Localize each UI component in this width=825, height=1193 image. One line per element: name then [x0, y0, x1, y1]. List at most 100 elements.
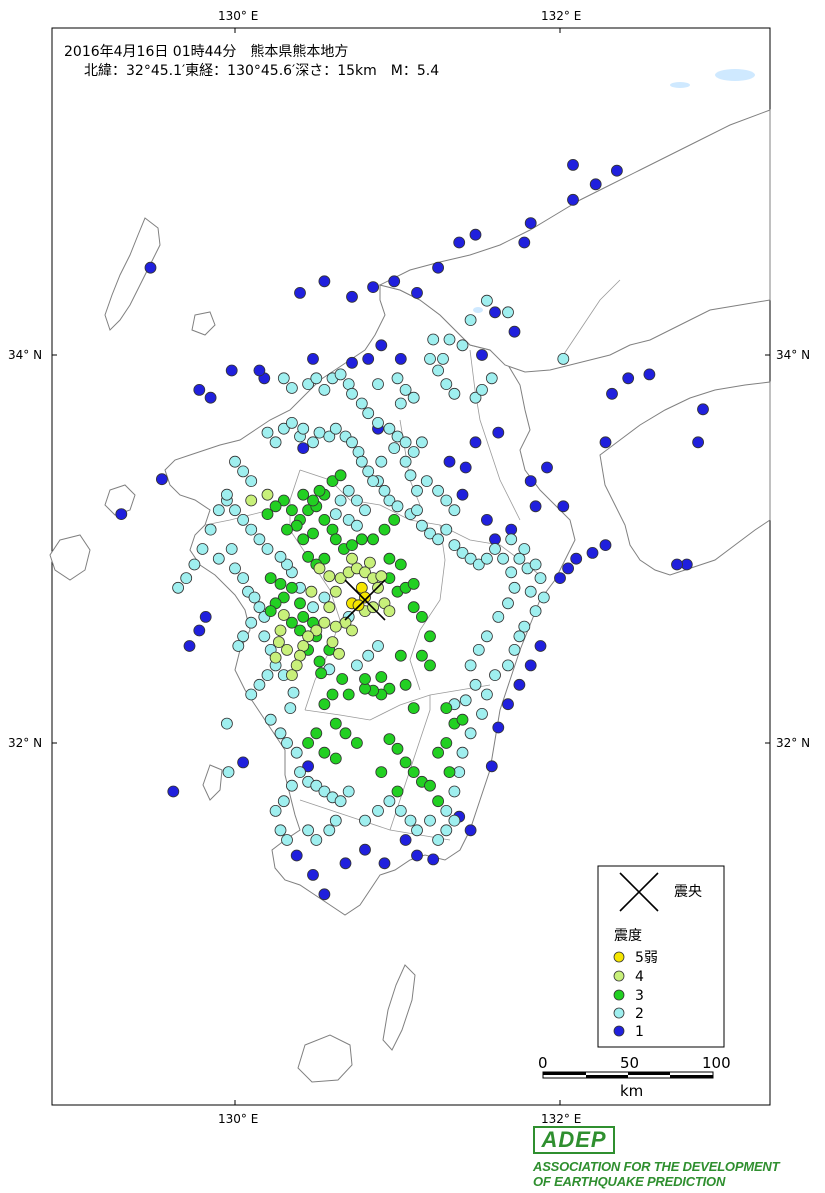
station-intensity-1: [554, 572, 566, 584]
station-intensity-2: [378, 484, 391, 497]
station-intensity-1: [290, 849, 303, 862]
station-intensity-2: [329, 814, 342, 827]
station-intensity-2: [432, 364, 445, 377]
station-intensity-1: [508, 325, 521, 338]
station-intensity-2: [274, 824, 287, 837]
station-intensity-1: [562, 562, 574, 575]
station-intensity-2: [456, 339, 469, 352]
station-intensity-1: [453, 236, 466, 249]
station-intensity-1: [524, 217, 537, 230]
station-intensity-2: [534, 572, 547, 584]
station-intensity-1: [534, 640, 547, 652]
station-intensity-2: [399, 455, 412, 468]
station-intensity-3: [394, 649, 407, 662]
station-intensity-2: [448, 814, 461, 827]
scale-bar: 0 50 100 km: [538, 1054, 731, 1100]
station-intensity-2: [440, 494, 453, 507]
honshu-west: [378, 109, 771, 373]
station-intensity-3: [297, 533, 310, 546]
station-intensity-3: [415, 649, 428, 662]
station-intensity-2: [196, 543, 209, 555]
station-intensity-2: [281, 737, 293, 749]
right-tick-32n: 32° N: [776, 736, 810, 750]
station-intensity-2: [302, 824, 315, 837]
station-intensity-2: [372, 640, 384, 652]
scale-label-0: 0: [538, 1054, 548, 1072]
station-intensity-2: [480, 688, 493, 701]
station-intensity-2: [476, 383, 488, 396]
station-intensity-4: [269, 651, 282, 664]
station-intensity-2: [407, 446, 420, 458]
station-intensity-3: [407, 702, 420, 714]
station-intensity-3: [424, 659, 436, 672]
station-intensity-2: [212, 552, 225, 565]
station-intensity-2: [448, 539, 461, 551]
station-intensity-4: [323, 601, 336, 614]
station-intensity-2: [508, 581, 521, 594]
station-intensity-1: [570, 552, 583, 565]
station-intensity-2: [274, 727, 287, 740]
station-intensity-2: [432, 484, 445, 497]
station-intensity-4: [261, 488, 274, 501]
station-intensity-2: [261, 543, 274, 555]
station-intensity-2: [502, 659, 514, 672]
station-intensity-2: [424, 352, 436, 365]
bottom-tick-130e: 130° E: [218, 1112, 258, 1126]
station-intensity-1: [411, 286, 423, 299]
tsushima-island: [104, 217, 161, 331]
station-intensity-2: [313, 426, 326, 439]
station-intensity-2: [492, 611, 505, 623]
station-intensity-2: [220, 717, 233, 730]
station-intensity-5weak: [352, 599, 365, 612]
station-intensity-3: [432, 795, 445, 808]
station-intensity-2: [391, 500, 404, 513]
event-datetime-region: 2016年4月16日 01時44分 熊本県熊本地方: [64, 44, 348, 60]
station-intensity-3: [440, 702, 453, 714]
station-intensity-3: [383, 733, 396, 745]
station-intensity-2: [415, 436, 428, 449]
station-intensity-3: [399, 678, 412, 691]
station-intensity-2: [362, 649, 375, 662]
station-intensity-1: [464, 824, 477, 837]
station-intensity-3: [443, 766, 456, 778]
yakushima-island: [297, 1034, 353, 1083]
top-tick-130e: 130° E: [218, 9, 258, 23]
station-intensity-3: [342, 688, 355, 701]
station-intensity-3: [440, 737, 453, 749]
station-intensity-1: [557, 500, 570, 513]
station-intensity-2: [310, 834, 323, 846]
station-intensity-2: [367, 475, 380, 488]
station-intensity-1: [399, 834, 412, 846]
station-intensity-4: [272, 636, 285, 648]
station-intensity-3: [424, 630, 436, 643]
station-intensity-2: [329, 422, 342, 435]
legend-label-5weak: 5弱: [635, 950, 658, 966]
station-intensity-2: [285, 382, 298, 394]
station-intensity-3: [336, 673, 349, 685]
station-intensity-2: [518, 543, 531, 555]
station-intensity-1: [318, 275, 331, 288]
station-intensity-4: [313, 562, 326, 575]
station-intensity-1: [378, 857, 391, 870]
station-intensity-3: [424, 779, 436, 792]
legend-swatch-5weak: [613, 951, 625, 963]
station-intensity-4: [359, 566, 371, 579]
station-intensity-2: [350, 519, 363, 532]
station-intensity-2: [424, 527, 436, 540]
station-intensity-2: [220, 488, 233, 501]
station-intensity-2: [440, 805, 453, 817]
station-intensity-2: [529, 605, 542, 617]
station-intensity-2: [212, 504, 225, 517]
station-intensity-4: [310, 624, 323, 637]
station-intensity-2: [323, 430, 336, 443]
station-intensity-1: [671, 558, 683, 571]
station-intensity-1: [432, 261, 445, 274]
station-intensity-3: [318, 552, 331, 565]
station-intensity-2: [188, 558, 201, 571]
station-intensity-2: [359, 504, 371, 517]
station-intensity-1: [680, 558, 693, 571]
station-intensity-2: [489, 669, 501, 681]
station-intensity-2: [399, 436, 412, 449]
station-intensity-3: [281, 523, 293, 536]
